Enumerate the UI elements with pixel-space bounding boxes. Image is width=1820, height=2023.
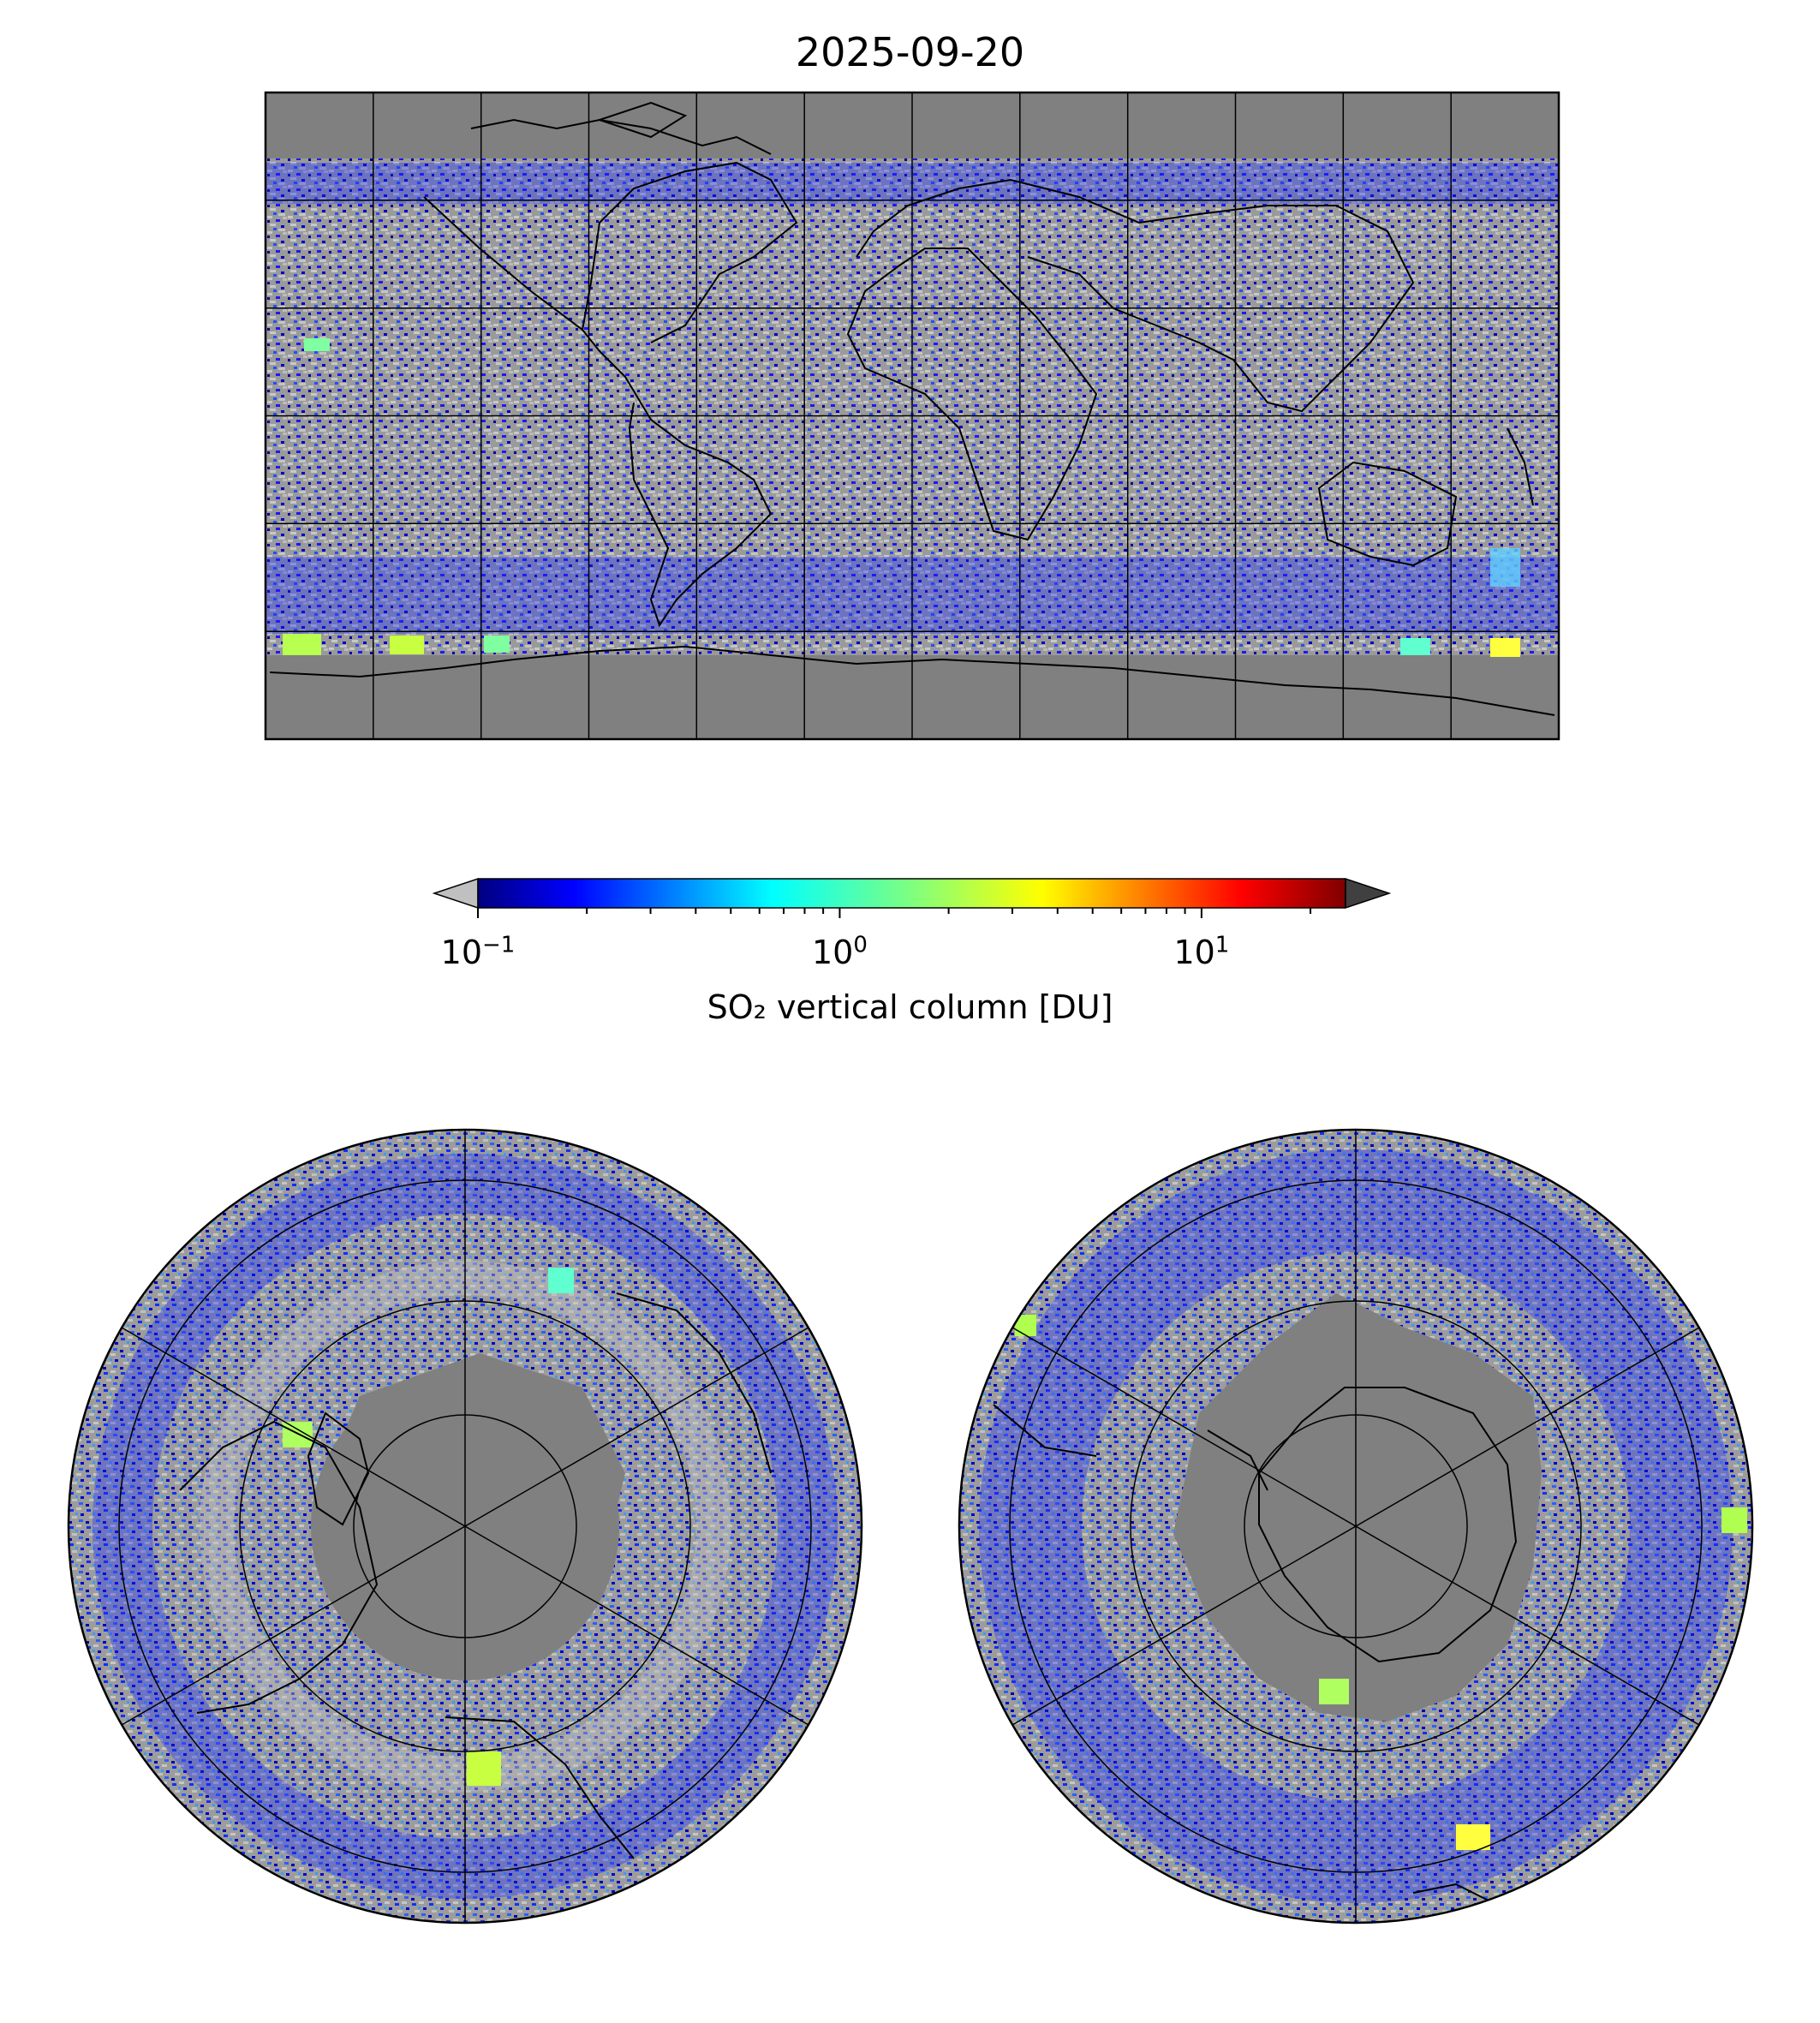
colorbar-tick-label: 101 <box>1173 932 1230 971</box>
colorbar <box>432 877 1392 918</box>
colorbar-label: SO₂ vertical column [DU] <box>707 988 1113 1026</box>
plot-title: 2025-09-20 <box>795 29 1025 75</box>
global-map <box>264 91 1560 741</box>
colorbar-tick-label: 10−1 <box>440 932 516 971</box>
north-polar-map <box>67 1128 863 1925</box>
south-polar-map <box>958 1128 1754 1925</box>
colorbar-tick-label: 100 <box>811 932 868 971</box>
